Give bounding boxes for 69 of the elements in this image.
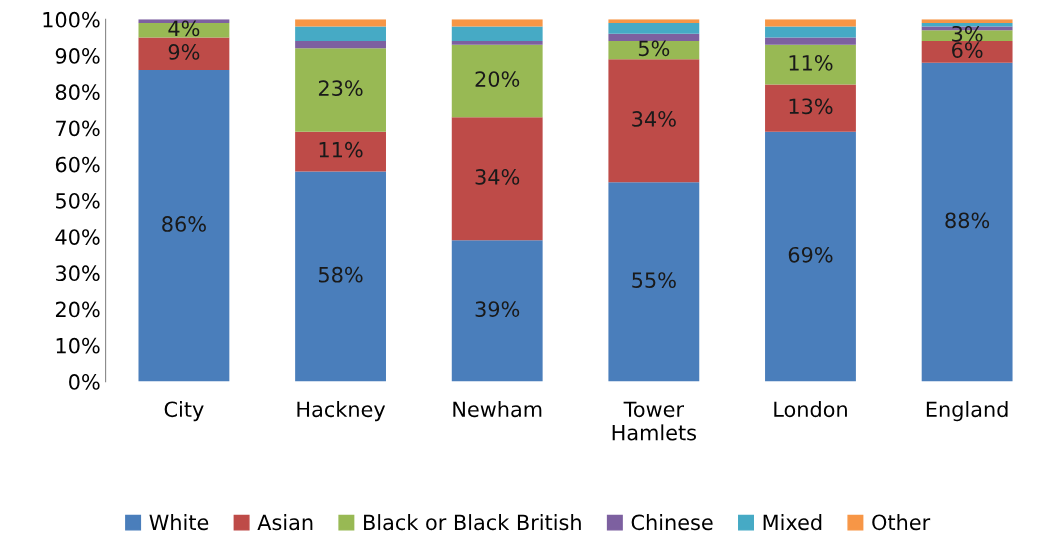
x-tick-label: Hackney (297, 401, 386, 422)
data-label: 3% (952, 25, 983, 42)
legend-label: Mixed (763, 514, 822, 531)
x-tick-label: England (926, 401, 1008, 422)
bar (921, 62, 1013, 382)
data-label: 39% (475, 301, 520, 317)
x-tick-label: Tower Hamlets (612, 401, 696, 441)
bar (138, 70, 230, 382)
y-tick-label: 80% (55, 84, 100, 101)
legend-label: Asian (257, 514, 313, 531)
bar (608, 59, 700, 183)
bar (608, 182, 700, 382)
y-tick-label: 10% (56, 337, 100, 354)
y-tick-label: 40% (55, 229, 100, 245)
data-label: 69% (788, 246, 833, 263)
bar (295, 26, 386, 42)
y-tick-label: 0% (69, 374, 100, 390)
y-tick-label: 20% (55, 301, 100, 318)
bar (138, 37, 230, 71)
bar (921, 41, 1013, 63)
bar (451, 240, 543, 382)
bar (765, 44, 856, 85)
y-tick-label: 50% (56, 192, 100, 209)
bar (765, 19, 856, 27)
data-label: 34% (632, 111, 676, 127)
bar (608, 22, 700, 34)
legend-label: Black or Black British (364, 514, 581, 531)
bar (295, 19, 386, 27)
data-label: 23% (318, 80, 363, 97)
x-tick-label: Newham (453, 401, 542, 418)
legend-label: White (149, 514, 209, 531)
bar (451, 26, 543, 42)
data-label: 58% (319, 266, 363, 283)
bar (765, 84, 856, 132)
bar (451, 19, 543, 27)
data-label: 9% (168, 44, 200, 60)
x-tick-label: London (774, 401, 847, 418)
bar (295, 131, 386, 172)
bar (295, 48, 386, 132)
legend-label: Chinese (631, 514, 713, 531)
data-label: 13% (789, 98, 833, 115)
data-label: 5% (638, 40, 670, 57)
data-label: 88% (945, 212, 990, 229)
data-label: 4% (168, 20, 200, 37)
bar (451, 117, 543, 241)
data-label: 11% (319, 141, 363, 158)
y-tick-label: 100% (43, 11, 100, 28)
bar (608, 41, 700, 60)
bar (765, 37, 856, 45)
data-label: 34% (475, 169, 520, 185)
y-tick-label: 90% (55, 48, 100, 64)
y-tick-label: 70% (56, 120, 100, 137)
bar (451, 41, 543, 45)
y-tick-label: 60% (55, 156, 100, 173)
x-tick-label: City (164, 401, 204, 422)
bar (765, 131, 856, 382)
bar (921, 22, 1013, 27)
bar (765, 26, 856, 38)
bar (295, 41, 386, 49)
data-label: 20% (475, 71, 520, 87)
bar (295, 171, 386, 382)
y-tick-label: 30% (56, 265, 100, 282)
data-label: 86% (162, 216, 206, 232)
bar (451, 44, 543, 118)
data-label: 6% (952, 42, 983, 58)
data-label: 11% (789, 54, 833, 71)
bar (608, 33, 700, 42)
data-label: 55% (632, 272, 676, 289)
legend-label: Other (872, 514, 931, 531)
